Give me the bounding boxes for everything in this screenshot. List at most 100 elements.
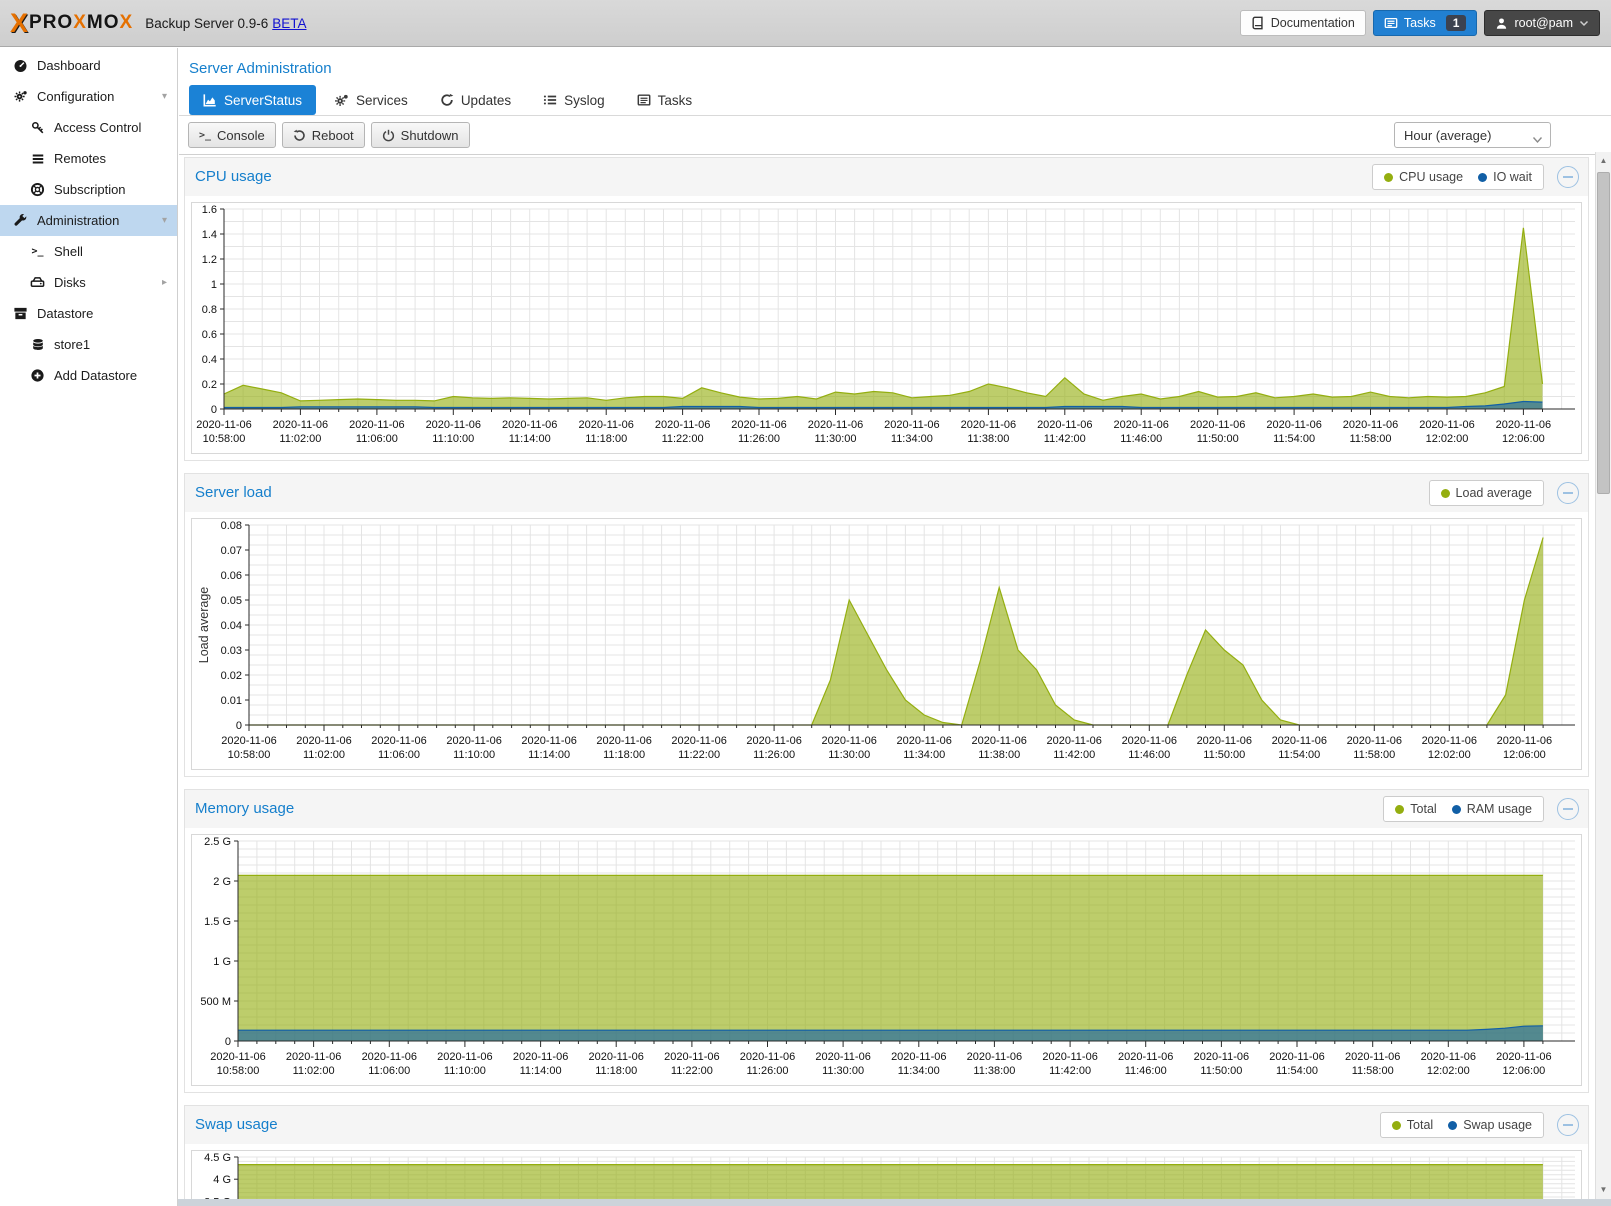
svg-text:11:06:00: 11:06:00 bbox=[368, 1065, 410, 1077]
svg-text:11:54:00: 11:54:00 bbox=[1276, 1065, 1318, 1077]
svg-text:11:02:00: 11:02:00 bbox=[293, 1065, 335, 1077]
topbar: X PROXMOX Backup Server 0.9-6 BETA Docume… bbox=[0, 0, 1611, 47]
svg-text:2020-11-06: 2020-11-06 bbox=[821, 735, 876, 747]
svg-text:2020-11-06: 2020-11-06 bbox=[196, 419, 251, 431]
legend-item-swap-usage[interactable]: Swap usage bbox=[1448, 1118, 1532, 1132]
svg-text:11:58:00: 11:58:00 bbox=[1352, 1065, 1394, 1077]
sidebar-item-add-datastore[interactable]: Add Datastore bbox=[0, 360, 177, 391]
svg-text:2 G: 2 G bbox=[213, 876, 231, 888]
tasks-count-badge: 1 bbox=[1445, 15, 1467, 31]
tab-syslog[interactable]: Syslog bbox=[529, 85, 619, 115]
svg-text:11:46:00: 11:46:00 bbox=[1128, 749, 1170, 761]
collapse-panel-button[interactable] bbox=[1557, 166, 1579, 188]
scrollbar-thumb[interactable] bbox=[1597, 172, 1610, 494]
proxmox-x-icon: X bbox=[10, 7, 29, 38]
svg-text:2020-11-06: 2020-11-06 bbox=[971, 735, 1026, 747]
shutdown-button[interactable]: Shutdown bbox=[370, 122, 470, 148]
svg-text:11:46:00: 11:46:00 bbox=[1120, 433, 1162, 445]
expand-arrow-icon[interactable]: ▸ bbox=[161, 277, 167, 288]
svg-text:10:58:00: 10:58:00 bbox=[217, 1065, 260, 1077]
collapse-arrow-icon[interactable]: ▾ bbox=[161, 215, 167, 226]
vertical-scrollbar[interactable]: ▲ ▼ bbox=[1595, 152, 1611, 1206]
reboot-button[interactable]: Reboot bbox=[281, 122, 365, 148]
documentation-button[interactable]: Documentation bbox=[1239, 10, 1366, 36]
legend-item-load-average[interactable]: Load average bbox=[1440, 486, 1532, 500]
svg-text:2020-11-06: 2020-11-06 bbox=[961, 419, 1016, 431]
svg-text:11:14:00: 11:14:00 bbox=[528, 749, 570, 761]
main-content: Server Administration ServerStatus Servi… bbox=[179, 47, 1611, 1206]
beta-link[interactable]: BETA bbox=[272, 15, 307, 31]
sidebar-item-configuration[interactable]: Configuration ▾ bbox=[0, 81, 177, 112]
svg-text:11:26:00: 11:26:00 bbox=[738, 433, 780, 445]
sidebar: Dashboard Configuration ▾ Access Control… bbox=[0, 48, 178, 1206]
svg-text:11:42:00: 11:42:00 bbox=[1049, 1065, 1091, 1077]
cpu-usage-chart: 0 0.2 0.4 0.6 0.8 1 1.2 1.4 1.6 2020-11-06 10:58:0… bbox=[192, 203, 1581, 453]
sidebar-item-label: Datastore bbox=[37, 306, 94, 321]
tab-label: ServerStatus bbox=[224, 92, 303, 108]
svg-text:0.4: 0.4 bbox=[202, 354, 217, 366]
svg-text:2020-11-06: 2020-11-06 bbox=[426, 419, 481, 431]
sidebar-item-store1[interactable]: store1 bbox=[0, 329, 177, 360]
legend-label: IO wait bbox=[1493, 170, 1532, 184]
svg-text:2020-11-06: 2020-11-06 bbox=[1197, 735, 1252, 747]
tab-bar: ServerStatus Services Updates Syslog Tas… bbox=[179, 77, 1611, 116]
sidebar-item-subscription[interactable]: Subscription bbox=[0, 174, 177, 205]
sidebar-item-remotes[interactable]: Remotes bbox=[0, 143, 177, 174]
tab-services[interactable]: Services bbox=[320, 85, 422, 115]
archive-box-icon bbox=[12, 306, 29, 321]
scroll-up-arrow[interactable]: ▲ bbox=[1599, 156, 1608, 165]
svg-text:11:22:00: 11:22:00 bbox=[671, 1065, 713, 1077]
svg-text:0: 0 bbox=[225, 1036, 231, 1048]
svg-text:10:58:00: 10:58:00 bbox=[203, 433, 246, 445]
legend: CPU usage IO wait bbox=[1372, 164, 1544, 190]
sidebar-item-datastore[interactable]: Datastore bbox=[0, 298, 177, 329]
sidebar-item-disks[interactable]: Disks ▸ bbox=[0, 267, 177, 298]
timeframe-select[interactable]: Hour (average) bbox=[1394, 122, 1551, 148]
legend-dot bbox=[1395, 804, 1405, 814]
svg-text:12:06:00: 12:06:00 bbox=[1502, 433, 1545, 445]
chevron-down-icon bbox=[1579, 20, 1589, 27]
collapse-panel-button[interactable] bbox=[1557, 482, 1579, 504]
tasks-button[interactable]: Tasks 1 bbox=[1372, 10, 1478, 36]
legend-item-ram-usage[interactable]: RAM usage bbox=[1451, 802, 1532, 816]
collapse-arrow-icon[interactable]: ▾ bbox=[161, 91, 167, 102]
svg-text:2020-11-06: 2020-11-06 bbox=[1046, 735, 1101, 747]
tab-tasks[interactable]: Tasks bbox=[623, 85, 707, 115]
collapse-panel-button[interactable] bbox=[1557, 798, 1579, 820]
user-menu-button[interactable]: root@pam bbox=[1484, 10, 1600, 36]
svg-text:2020-11-06: 2020-11-06 bbox=[1422, 735, 1477, 747]
legend-item-cpu-usage[interactable]: CPU usage bbox=[1384, 170, 1463, 184]
svg-text:0.6: 0.6 bbox=[202, 329, 217, 341]
collapse-panel-button[interactable] bbox=[1557, 1114, 1579, 1136]
panel-title: CPU usage bbox=[195, 168, 272, 185]
tab-label: Tasks bbox=[657, 92, 693, 108]
svg-text:0.04: 0.04 bbox=[221, 620, 242, 632]
svg-text:11:10:00: 11:10:00 bbox=[432, 433, 474, 445]
svg-text:2020-11-06: 2020-11-06 bbox=[446, 735, 501, 747]
svg-text:0.8: 0.8 bbox=[202, 304, 217, 316]
svg-text:2020-11-06: 2020-11-06 bbox=[1122, 735, 1177, 747]
sidebar-item-access-control[interactable]: Access Control bbox=[0, 112, 177, 143]
sidebar-item-label: Access Control bbox=[54, 120, 142, 135]
svg-text:Load average: Load average bbox=[197, 587, 211, 664]
scroll-down-arrow[interactable]: ▼ bbox=[1599, 1185, 1608, 1194]
tab-updates[interactable]: Updates bbox=[426, 85, 525, 115]
console-button[interactable]: >_ Console bbox=[188, 122, 276, 148]
legend-item-total[interactable]: Total bbox=[1395, 802, 1437, 816]
sidebar-item-shell[interactable]: >_ Shell bbox=[0, 236, 177, 267]
list-icon bbox=[29, 152, 46, 166]
svg-text:11:30:00: 11:30:00 bbox=[828, 749, 870, 761]
legend-dot bbox=[1451, 804, 1461, 814]
list-ul-icon bbox=[543, 93, 557, 107]
svg-text:2020-11-06: 2020-11-06 bbox=[588, 1051, 643, 1063]
sidebar-item-dashboard[interactable]: Dashboard bbox=[0, 50, 177, 81]
svg-text:2020-11-06: 2020-11-06 bbox=[1343, 419, 1398, 431]
legend-item-total[interactable]: Total bbox=[1391, 1118, 1433, 1132]
gears-icon bbox=[12, 89, 29, 104]
svg-text:11:50:00: 11:50:00 bbox=[1203, 749, 1245, 761]
tab-serverstatus[interactable]: ServerStatus bbox=[189, 85, 317, 115]
legend-item-io-wait[interactable]: IO wait bbox=[1478, 170, 1532, 184]
sidebar-item-administration[interactable]: Administration ▾ bbox=[0, 205, 177, 236]
